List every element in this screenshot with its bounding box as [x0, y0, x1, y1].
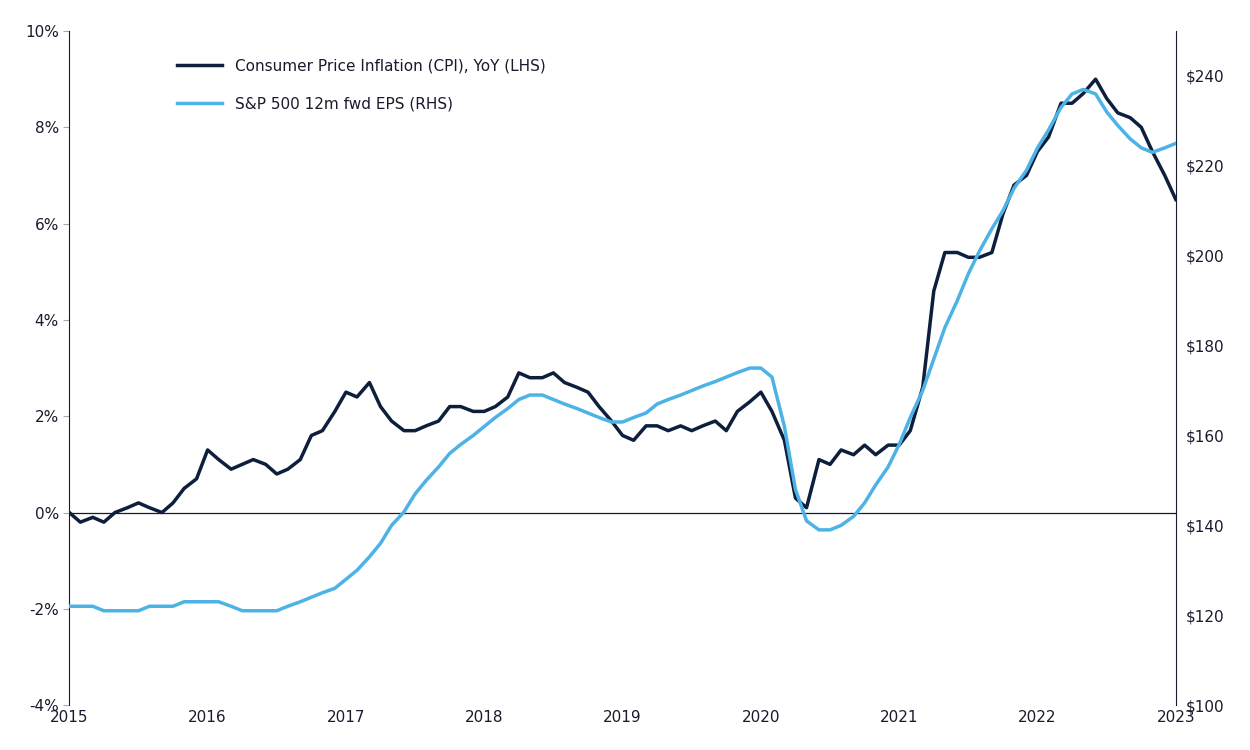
Legend: Consumer Price Inflation (CPI), YoY (LHS), S&P 500 12m fwd EPS (RHS): Consumer Price Inflation (CPI), YoY (LHS… [176, 58, 545, 112]
